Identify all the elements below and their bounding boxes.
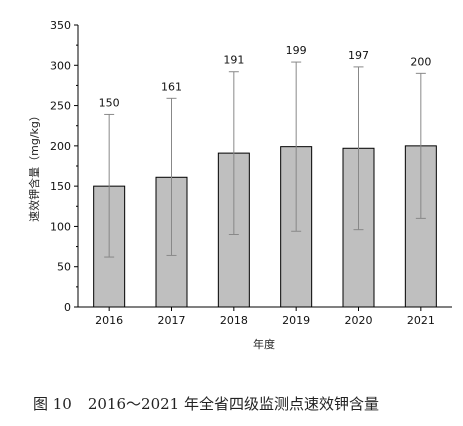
y-tick-label-150: 150 bbox=[50, 180, 71, 193]
y-tick-label-200: 200 bbox=[50, 140, 71, 153]
y-axis-label: 速效钾含量（mg/kg） bbox=[27, 110, 41, 222]
error-bars-group bbox=[104, 61, 426, 258]
figure-caption: 图 10 2016～2021 年全省四级监测点速效钾含量 bbox=[33, 393, 463, 414]
data-label-2019: 199 bbox=[286, 44, 307, 57]
x-tick-label-2019: 2019 bbox=[282, 314, 310, 327]
y-tick-label-0: 0 bbox=[64, 301, 71, 314]
data-label-2016: 150 bbox=[99, 96, 120, 109]
bars-group bbox=[93, 145, 437, 308]
caption-number: 图 10 bbox=[33, 395, 72, 413]
data-label-2018: 191 bbox=[223, 54, 244, 67]
data-label-2017: 161 bbox=[161, 80, 182, 93]
data-labels-group: 150 161 191 199 197 200 bbox=[99, 44, 432, 109]
y-tick-label-50: 50 bbox=[57, 261, 71, 274]
x-tick-label-2021: 2021 bbox=[407, 314, 435, 327]
data-label-2020: 197 bbox=[348, 49, 369, 62]
x-axis-label: 年度 bbox=[253, 337, 275, 351]
x-tick-label-2016: 2016 bbox=[95, 314, 123, 327]
y-axis: 0 50 100 150 200 250 300 350 bbox=[50, 19, 79, 314]
x-axis: 2016 2017 2018 2019 2020 2021 bbox=[78, 306, 452, 327]
y-tick-label-250: 250 bbox=[50, 100, 71, 113]
x-tick-label-2017: 2017 bbox=[158, 314, 186, 327]
x-tick-label-2018: 2018 bbox=[220, 314, 248, 327]
bar-chart: 150 161 191 199 197 200 0 50 100 150 200 250 300 350… bbox=[27, 19, 452, 351]
y-tick-label-350: 350 bbox=[50, 19, 71, 32]
y-tick-label-100: 100 bbox=[50, 220, 71, 233]
y-tick-label-300: 300 bbox=[50, 59, 71, 72]
data-label-2021: 200 bbox=[410, 55, 431, 68]
caption-text: 2016～2021 年全省四级监测点速效钾含量 bbox=[87, 395, 379, 413]
x-tick-label-2020: 2020 bbox=[345, 314, 373, 327]
